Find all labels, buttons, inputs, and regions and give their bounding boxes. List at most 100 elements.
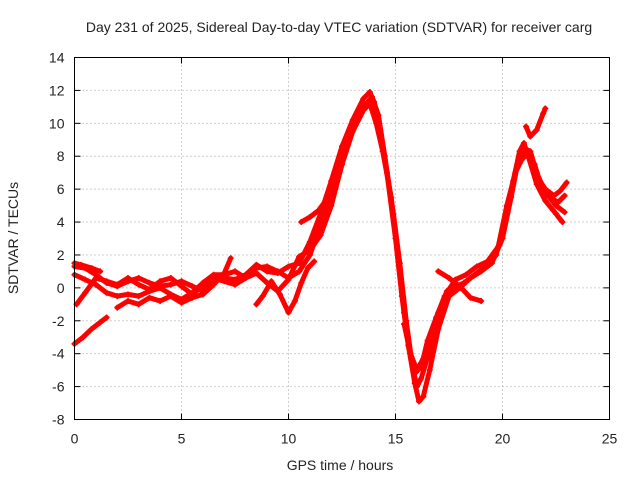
data-point [227, 255, 234, 262]
series-line [74, 101, 568, 376]
data-point [512, 169, 519, 176]
x-tick-label: 0 [71, 431, 79, 447]
data-point [135, 293, 142, 300]
data-point [114, 281, 121, 288]
data-point [360, 95, 367, 102]
data-point [388, 194, 395, 201]
data-point [178, 299, 185, 306]
data-point [306, 247, 313, 254]
y-tick-label: 10 [49, 115, 65, 131]
series-track-8 [298, 182, 339, 226]
data-point [306, 214, 313, 221]
y-tick-label: 2 [57, 247, 65, 263]
data-point [467, 294, 474, 301]
data-point [420, 355, 427, 362]
data-point [542, 186, 549, 193]
data-point [516, 148, 523, 155]
series-track-5 [71, 260, 104, 275]
series-track-7 [253, 258, 318, 316]
data-point [373, 120, 380, 127]
x-tick-label: 15 [388, 431, 404, 447]
data-point [232, 268, 238, 275]
data-point [533, 126, 540, 133]
data-point [296, 268, 303, 275]
series-line [72, 315, 110, 347]
grid [74, 57, 610, 420]
series-line [72, 89, 568, 404]
data-point [97, 268, 104, 275]
data-point [525, 149, 532, 156]
data-point [189, 294, 196, 301]
y-tick-label: 6 [57, 181, 65, 197]
data-point [471, 271, 478, 278]
data-point [339, 161, 345, 168]
y-tick-label: -8 [52, 412, 65, 428]
data-point [199, 291, 206, 298]
data-point [146, 294, 153, 301]
data-point [401, 321, 408, 328]
data-point [77, 261, 84, 268]
data-point [503, 202, 510, 209]
data-point [435, 268, 442, 275]
data-point [311, 258, 318, 265]
y-tick-label: 12 [49, 82, 65, 98]
data-point [495, 243, 502, 250]
data-point [125, 291, 131, 298]
data-point [103, 289, 110, 296]
series-track-12 [533, 172, 570, 199]
data-point [418, 375, 425, 382]
data-point [550, 192, 557, 199]
data-point [92, 274, 99, 281]
data-point [276, 291, 283, 298]
data-point [80, 334, 87, 341]
data-point [407, 350, 414, 357]
data-point [463, 271, 470, 278]
series-line [72, 260, 103, 274]
data-point [411, 370, 418, 377]
data-point [264, 263, 271, 270]
data-point [394, 251, 401, 258]
data-point [88, 326, 95, 332]
data-point [253, 270, 260, 277]
data-point [306, 238, 313, 245]
plot-frame [74, 57, 610, 420]
data-point [210, 281, 217, 288]
y-tick-label: 4 [57, 214, 65, 230]
data-point [349, 128, 356, 135]
data-point [520, 140, 527, 147]
data-point [157, 284, 164, 291]
data-point [484, 258, 491, 265]
x-tick-label: 10 [281, 431, 297, 447]
data-point [298, 219, 305, 226]
series-track-9 [401, 281, 459, 374]
data-point [304, 265, 311, 272]
data-point [298, 279, 305, 286]
data-point [146, 279, 153, 286]
y-tick-label: -2 [52, 313, 65, 329]
data-point [157, 278, 164, 285]
data-point [561, 209, 568, 216]
data-point [285, 263, 292, 270]
series-track-1 [71, 89, 568, 405]
y-tick-label: -6 [52, 379, 65, 395]
data-point [232, 281, 238, 288]
data-point [460, 279, 467, 286]
data-point [210, 274, 217, 281]
data-point [189, 283, 196, 290]
x-tick-label: 25 [602, 431, 618, 447]
data-point [401, 309, 408, 316]
data-point [478, 298, 485, 305]
data-point [518, 156, 525, 163]
data-point [221, 278, 228, 285]
data-point [563, 179, 570, 186]
data-point [456, 283, 463, 290]
data-point [368, 93, 375, 100]
data-point [523, 123, 530, 130]
data-point [328, 202, 335, 209]
data-point [473, 263, 480, 270]
data-point [540, 110, 547, 117]
data-point [446, 274, 452, 281]
series-track-6 [114, 255, 234, 311]
data-point [268, 278, 275, 285]
x-tick-label: 20 [495, 431, 511, 447]
